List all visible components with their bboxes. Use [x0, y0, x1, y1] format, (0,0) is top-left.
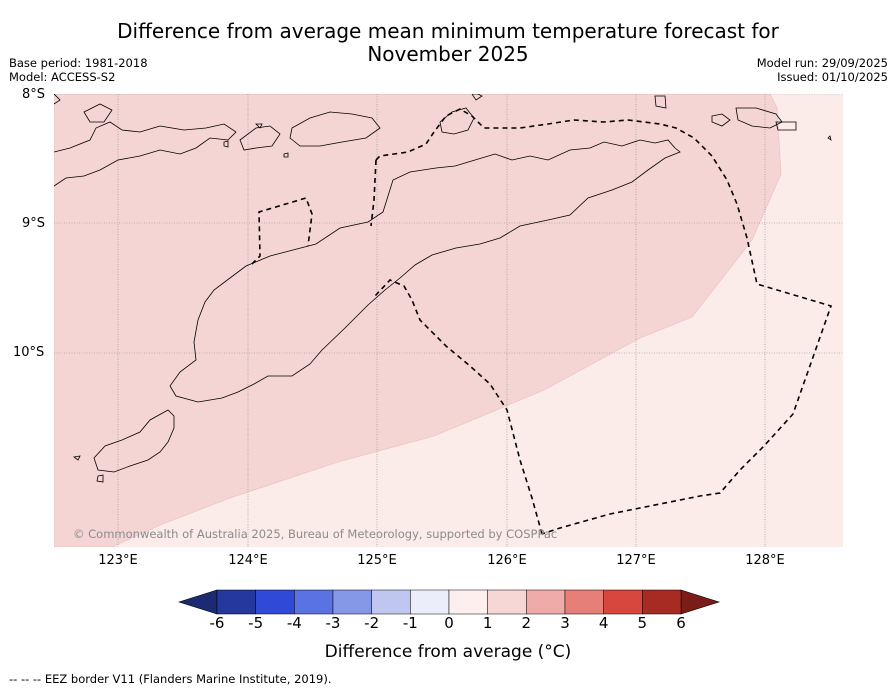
colorbar-swatch-3 — [332, 589, 372, 615]
meta-right: Model run: 29/09/2025 Issued: 01/10/2025 — [757, 56, 888, 84]
small-island-1 — [223, 140, 229, 148]
colorbar-tick-label: 6 — [676, 614, 686, 632]
colorbar-swatch-8 — [526, 589, 566, 615]
colorbar-tick-label: 0 — [444, 614, 454, 632]
base-period-text: Base period: 1981-2018 — [9, 56, 148, 70]
timor-coastline — [169, 139, 681, 403]
colorbar-swatch-10 — [603, 589, 643, 615]
savu-coastline — [73, 455, 81, 461]
colorbar-over-arrow — [680, 589, 720, 615]
colorbar-swatch-6 — [448, 589, 488, 615]
colorbar-tick-label: 1 — [482, 614, 493, 632]
lembata-coastline — [239, 125, 281, 151]
lon-label-126e: 126°E — [487, 553, 527, 568]
colorbar-tick-label: -2 — [364, 614, 380, 632]
colorbar-tick-label: -6 — [209, 614, 225, 632]
lon-label-125e: 125°E — [357, 553, 397, 568]
pantar-coastline — [83, 103, 113, 123]
colorbar-under-arrow — [178, 589, 218, 615]
eez-border-enclave — [251, 197, 313, 265]
colorbar-tick-label: 5 — [637, 614, 648, 632]
colorbar-swatch-9 — [564, 589, 604, 615]
colorbar-tick-label: 4 — [598, 614, 609, 632]
colorbar-tick-label: -4 — [286, 614, 302, 632]
eez-footnote: -- -- -- EEZ border V11 (Flanders Marine… — [9, 672, 332, 686]
alor-coastline — [289, 111, 381, 147]
babar-coastline-3 — [735, 107, 783, 129]
lat-label-9s: 9°S — [22, 216, 46, 231]
lon-label-128e: 128°E — [745, 553, 785, 568]
colorbar-swatch-4 — [371, 589, 411, 615]
model-text: Model: ACCESS-S2 — [9, 70, 116, 84]
lat-label-8s: 8°S — [22, 87, 46, 102]
colorbar — [178, 589, 720, 615]
babar-coastline-4 — [775, 121, 797, 131]
colorbar-swatch-7 — [487, 589, 527, 615]
issued-text: Issued: 01/10/2025 — [777, 70, 888, 84]
colorbar-tick-label: 2 — [521, 614, 532, 632]
lon-label-123e: 123°E — [98, 553, 138, 568]
graticule — [54, 94, 843, 547]
wetar-coastline — [439, 107, 475, 135]
babar-coastline-1 — [654, 95, 667, 109]
lon-label-124e: 124°E — [228, 553, 268, 568]
babar-coastline-2 — [711, 113, 731, 127]
eez-border-timor-south — [374, 279, 543, 535]
colorbar-tick-label: -5 — [248, 614, 264, 632]
colorbar-label: Difference from average (°C) — [324, 642, 572, 662]
title-line-2: November 2025 — [367, 42, 529, 66]
colorbar-swatch-5 — [410, 589, 450, 615]
colorbar-swatch-0 — [216, 589, 256, 615]
eez-borders — [251, 108, 833, 535]
north-coastline — [54, 94, 61, 105]
eez-border-timor-north — [375, 108, 833, 535]
chart-title: Difference from average mean minimum tem… — [0, 20, 896, 66]
lon-label-127e: 127°E — [616, 553, 656, 568]
rote-coastline — [93, 409, 175, 473]
colorbar-tick-label: 3 — [560, 614, 570, 632]
colorbar-swatch-2 — [294, 589, 334, 615]
lat-label-10s: 10°S — [13, 345, 45, 360]
colorbar-swatch-11 — [642, 589, 682, 615]
ndao-coastline — [96, 474, 104, 483]
small-island-3 — [255, 123, 263, 129]
eez-border-oecusse — [370, 159, 377, 227]
copyright-text: © Commonwealth of Australia 2025, Bureau… — [73, 527, 558, 541]
colorbar-swatch-1 — [255, 589, 295, 615]
small-island-5 — [827, 135, 832, 141]
colorbar-tick-label: -1 — [402, 614, 418, 632]
colorbar-tick-label: -3 — [325, 614, 341, 632]
small-island-4 — [471, 94, 483, 101]
small-island-2 — [283, 152, 289, 158]
coastlines — [54, 94, 832, 483]
model-run-text: Model run: 29/09/2025 — [756, 56, 888, 70]
title-line-1: Difference from average mean minimum tem… — [117, 19, 779, 43]
meta-left: Base period: 1981-2018 Model: ACCESS-S2 — [9, 56, 148, 84]
flores-coastline — [54, 121, 237, 187]
